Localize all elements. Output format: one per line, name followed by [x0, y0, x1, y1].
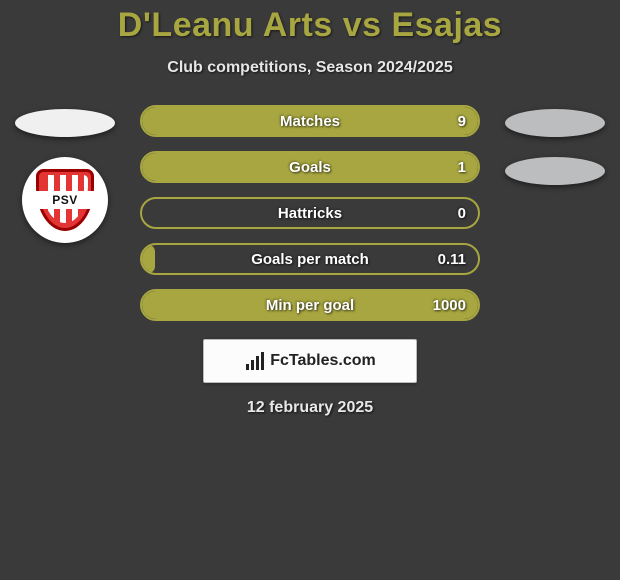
stat-value: 0.11 [438, 245, 466, 273]
right-player-avatar [505, 109, 605, 137]
stats-column: Matches9Goals1Hattricks0Goals per match0… [120, 105, 500, 321]
page-subtitle: Club competitions, Season 2024/2025 [0, 59, 620, 77]
body-row: PSV Matches9 Goals1 Hattricks0 Goals per ma… [0, 105, 620, 321]
psv-shield-icon: PSV [36, 169, 94, 231]
stat-value: 1000 [433, 291, 466, 319]
stat-value: 1 [458, 153, 466, 181]
date-line: 12 february 2025 [0, 399, 620, 417]
left-player-column: PSV [10, 105, 120, 243]
stat-label: Goals per match [142, 245, 478, 273]
left-player-avatar [15, 109, 115, 137]
stat-bar: Min per goal1000 [140, 289, 480, 321]
stat-label: Matches [142, 107, 478, 135]
stat-bar: Goals1 [140, 151, 480, 183]
source-badge[interactable]: FcTables.com [203, 339, 417, 383]
stat-bar: Goals per match0.11 [140, 243, 480, 275]
stat-bar: Matches9 [140, 105, 480, 137]
stat-label: Goals [142, 153, 478, 181]
right-club-placeholder [505, 157, 605, 185]
stat-label: Hattricks [142, 199, 478, 227]
stat-value: 9 [458, 107, 466, 135]
comparison-infographic: D'Leanu Arts vs Esajas Club competitions… [0, 0, 620, 580]
source-label: FcTables.com [270, 352, 376, 370]
club-badge-text: PSV [52, 193, 78, 207]
stat-bar: Hattricks0 [140, 197, 480, 229]
bars-arrow-icon [244, 350, 266, 372]
right-player-column [500, 105, 610, 185]
left-club-badge: PSV [22, 157, 108, 243]
stat-label: Min per goal [142, 291, 478, 319]
stat-value: 0 [458, 199, 466, 227]
page-title: D'Leanu Arts vs Esajas [0, 6, 620, 45]
